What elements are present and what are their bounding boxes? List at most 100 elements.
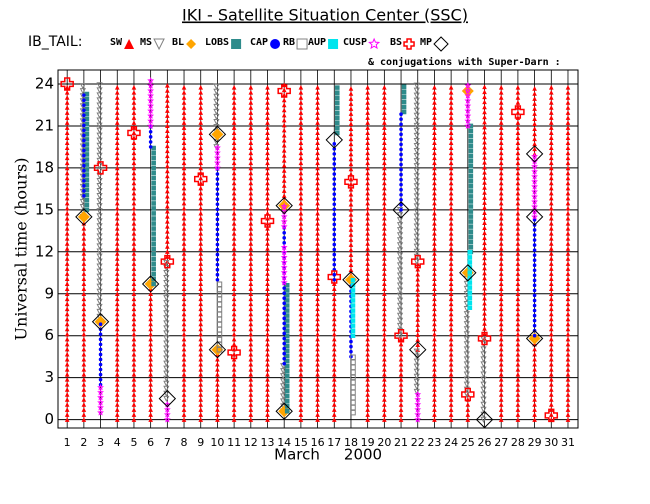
region-point: [344, 175, 358, 189]
region-segment: [98, 322, 103, 387]
x-tick-label: 4: [114, 436, 121, 449]
region-segment: [348, 86, 354, 283]
y-tick-label: 0: [44, 410, 54, 428]
y-tick-label: 24: [35, 74, 54, 92]
region-point: [91, 313, 110, 331]
region-segment: [148, 124, 153, 149]
region-segment: [532, 86, 537, 157]
y-tick-label: 9: [44, 284, 54, 302]
region-segment: [464, 82, 472, 129]
legend-label: MS: [140, 37, 152, 48]
region-segment: [350, 354, 356, 416]
region-segment: [96, 82, 103, 326]
legend-label: LOBS: [205, 37, 229, 48]
note: & conjugations with Super-Darn :: [368, 56, 561, 68]
region-segment: [432, 85, 437, 422]
region-point: [544, 408, 559, 423]
region-segment: [414, 390, 422, 423]
x-tick-label: 28: [511, 436, 525, 449]
y-tick-label: 3: [44, 368, 54, 386]
x-tick-label: 18: [344, 436, 358, 449]
region-segment: [365, 85, 370, 422]
x-tick-label: 6: [147, 436, 154, 449]
region-segment: [114, 85, 120, 422]
y-axis-label: Universal time (hours): [12, 158, 31, 341]
region-point: [461, 84, 474, 97]
region-point: [475, 410, 494, 429]
region-segment: [382, 85, 387, 422]
x-tick-label: 8: [181, 436, 188, 449]
region-point: [275, 402, 293, 420]
y-tick-label: 12: [35, 242, 54, 260]
legend-label: SW: [110, 37, 123, 48]
region-segment: [84, 91, 90, 213]
region-segment: [331, 281, 337, 422]
region-segment: [213, 144, 221, 171]
x-tick-label: 2: [80, 436, 87, 449]
region-point: [93, 161, 108, 175]
region-point: [477, 331, 492, 346]
region-segment: [216, 281, 223, 353]
x-tick-label: 22: [411, 436, 425, 449]
region-segment: [281, 82, 287, 208]
chart-title: IKI - Satellite Situation Center (SSC): [182, 6, 468, 25]
legend-marker: [153, 38, 165, 51]
y-tick-label: 6: [44, 326, 54, 344]
region-point: [525, 329, 544, 348]
y-tick-label: 18: [35, 158, 54, 176]
x-tick-label: 9: [197, 436, 204, 449]
legend-marker: [186, 39, 197, 49]
legend-label: CAP: [250, 37, 268, 48]
region-segment: [498, 85, 504, 422]
region-point: [459, 264, 477, 282]
region-segment: [165, 83, 170, 264]
region-point: [208, 125, 227, 144]
legend-marker: [403, 38, 415, 50]
region-segment: [82, 93, 86, 198]
x-tick-label: 14: [277, 436, 291, 449]
region-segment: [396, 207, 404, 340]
region-point: [327, 270, 342, 284]
x-tick-label: 1: [64, 436, 71, 449]
x-axis-label: March: [274, 446, 320, 464]
x-tick-label: 26: [478, 436, 492, 449]
x-tick-label: 3: [97, 436, 104, 449]
legend-label: RB: [283, 37, 295, 48]
region-point: [193, 172, 208, 186]
region-segment: [64, 85, 70, 422]
x-tick-label: 21: [394, 436, 408, 449]
region-segment: [415, 261, 421, 352]
x-tick-label: 23: [427, 436, 441, 449]
region-point: [77, 210, 90, 223]
legend-label: BL: [172, 37, 184, 48]
region-segment: [181, 85, 187, 422]
x-tick-label: 10: [210, 436, 224, 449]
region-segment: [401, 84, 407, 115]
satellite-label: IB_TAIL:: [28, 34, 82, 50]
region-segment: [467, 250, 473, 311]
region-segment: [198, 85, 204, 422]
region-segment: [465, 392, 471, 422]
region-segment: [163, 400, 171, 423]
region-point: [525, 145, 544, 163]
x-tick-label: 25: [461, 436, 475, 449]
region-segment: [231, 85, 237, 422]
region-segment: [548, 85, 554, 422]
region-point: [511, 105, 525, 119]
region-point: [211, 128, 224, 141]
year-label: 2000: [344, 446, 382, 464]
region-segment: [284, 283, 290, 414]
legend-label: BS: [390, 37, 402, 48]
x-tick-label: 29: [528, 436, 542, 449]
region-segment: [315, 85, 320, 422]
x-tick-label: 30: [544, 436, 558, 449]
y-tick-label: 21: [35, 116, 54, 134]
region-segment: [97, 383, 105, 416]
plot-frame: [57, 69, 579, 429]
x-tick-label: 17: [327, 436, 341, 449]
region-segment: [413, 348, 420, 396]
x-tick-label: 5: [130, 436, 137, 449]
region-segment: [148, 286, 153, 422]
region-segment: [480, 336, 487, 424]
